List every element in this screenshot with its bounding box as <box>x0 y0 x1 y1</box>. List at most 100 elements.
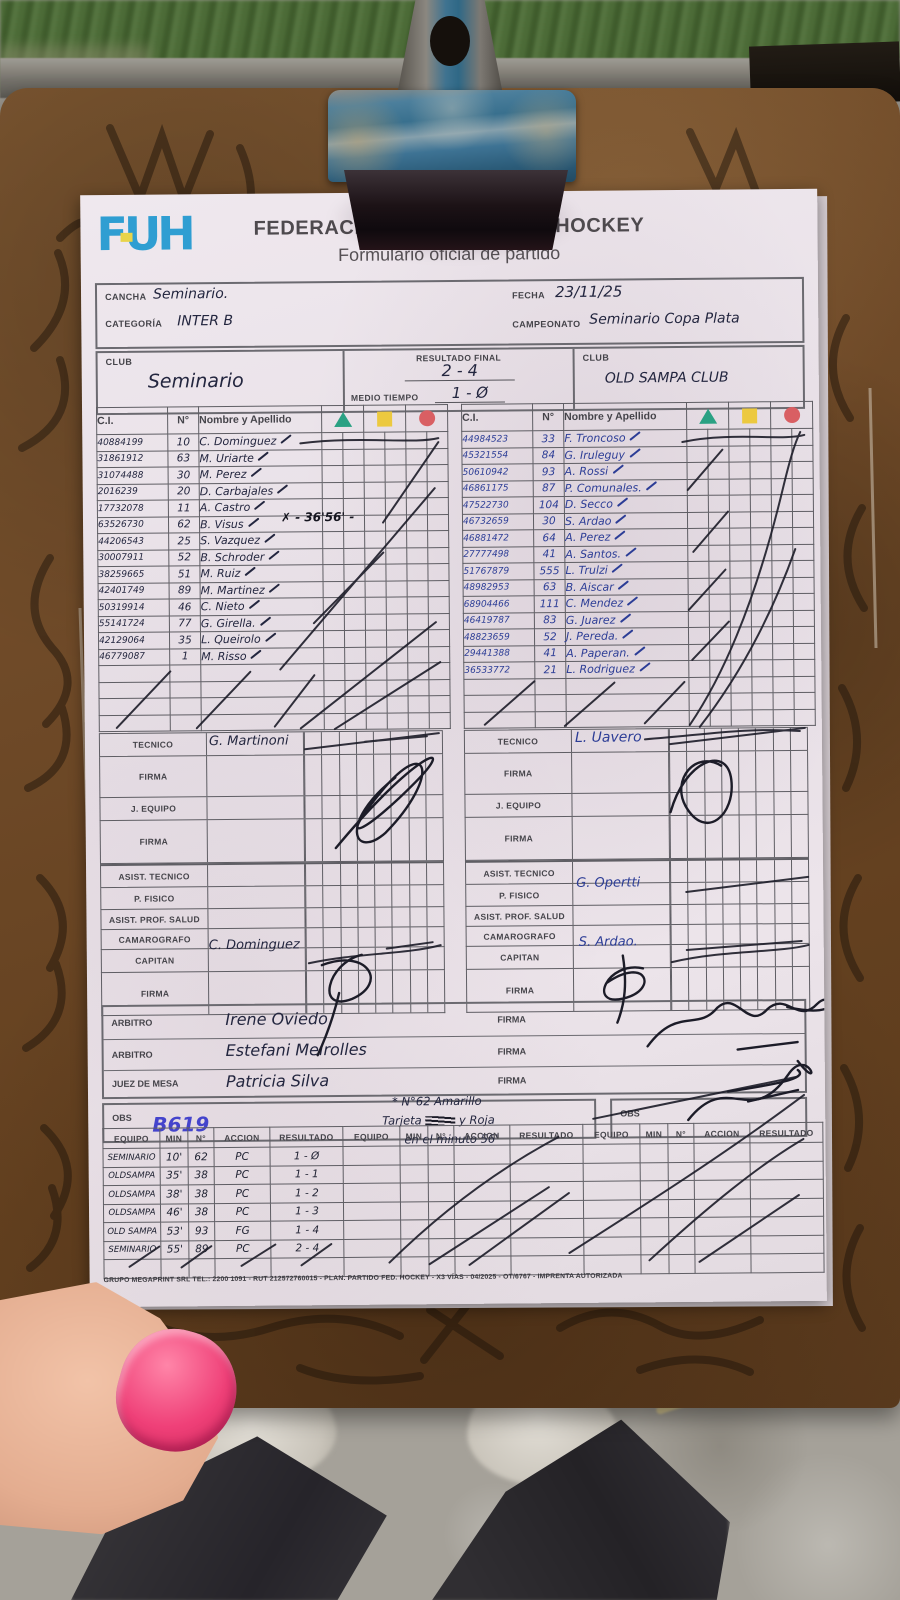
card-cell <box>793 609 815 627</box>
result-cell: RESULTADO FINAL 2 - 4 MEDIO TIEMPO 1 - Ø <box>342 348 576 411</box>
staff-grid-cell <box>425 795 443 818</box>
card-cell <box>365 646 387 664</box>
player-number: 77 <box>169 615 201 632</box>
staff-grid-cell <box>755 751 773 792</box>
card-cell <box>406 514 428 531</box>
staff-grid <box>304 754 443 796</box>
goals-header: EQUIPO <box>582 1123 640 1145</box>
goal-cell <box>428 1219 455 1239</box>
goal-cell <box>509 1144 584 1164</box>
staff-grid-cell <box>720 751 739 792</box>
player-number: 104 <box>533 496 565 514</box>
card-cell <box>751 577 773 594</box>
card-cell <box>343 531 365 548</box>
card-cell <box>345 712 367 730</box>
goal-cell: 1 - Ø <box>269 1146 344 1166</box>
goal-cell: 55' <box>160 1240 189 1260</box>
card-cell <box>385 464 407 482</box>
played-tick <box>611 563 624 574</box>
goal-cell <box>428 1201 455 1220</box>
played-tick <box>264 632 276 643</box>
played-tick <box>627 596 639 607</box>
card-cell <box>772 626 794 644</box>
staff-grid-cell <box>408 907 427 927</box>
card-cell <box>428 596 450 614</box>
player-number: 63 <box>534 579 566 596</box>
card-cell <box>384 431 406 449</box>
card-cell <box>772 593 794 611</box>
player-name: D. Carbajales <box>199 482 323 500</box>
player-number: 25 <box>168 532 200 550</box>
card-cell <box>687 478 709 496</box>
match-form-paper: FUH FEDERACIÓN URUGUAYA DE HOCKEY Formul… <box>80 188 827 1308</box>
player-name: M. Risso <box>200 647 324 665</box>
staff-grid-cell <box>774 924 792 944</box>
staff-grid-cell <box>356 818 374 861</box>
staff-label-tecnico: TECNICO <box>99 733 208 757</box>
staff-grid-cell <box>391 947 410 970</box>
staff-grid-cell <box>738 815 757 858</box>
goal-cell <box>583 1217 641 1237</box>
cancha-value: Seminario. <box>152 285 229 303</box>
played-tick <box>268 550 280 560</box>
card-cell <box>750 560 773 578</box>
empty-name <box>201 713 325 731</box>
card-cell <box>344 630 366 647</box>
staff-grid-cell <box>322 907 341 928</box>
card-cell <box>688 660 710 677</box>
goals-header: N° <box>667 1123 694 1144</box>
staff-grid-cell <box>426 907 444 927</box>
staff-grid-cell <box>668 728 687 752</box>
official-row: JUEZ DE MESA Patricia Silva FIRMA <box>104 1065 805 1097</box>
card-cell <box>366 712 388 730</box>
card-cell <box>731 709 753 727</box>
goal-cell: 38 <box>188 1166 215 1185</box>
played-tick <box>616 497 629 508</box>
card-cell <box>709 610 731 628</box>
staff-grid-cell <box>409 927 427 947</box>
goal-cell <box>510 1199 584 1220</box>
staff-grid-cell <box>425 818 443 861</box>
player-name: B. Aiscar <box>565 577 689 596</box>
card-cell <box>792 543 814 561</box>
played-tick <box>614 530 626 541</box>
card-cell <box>427 481 449 498</box>
staff-grid-cell <box>670 924 688 945</box>
card-cell <box>770 445 793 462</box>
goal-cell: PC <box>214 1184 271 1204</box>
player-number: 21 <box>534 661 566 679</box>
card-cell <box>386 596 408 614</box>
tecnico-away-value: L. Uavero <box>574 729 642 746</box>
roster-header-row: C.I. N° Nombre y Apellido <box>96 404 448 435</box>
card-cell <box>428 679 451 696</box>
official-name-handwriting: Patricia Silva <box>225 1071 330 1091</box>
goals-header: N° <box>187 1127 214 1148</box>
goals-header: N° <box>427 1125 454 1146</box>
staff-grid-cell <box>305 908 323 928</box>
card-cell <box>793 593 815 611</box>
staff-label-firma: FIRMA <box>465 816 573 860</box>
staff-grid <box>670 903 809 925</box>
staff-grid <box>305 885 444 908</box>
staff-grid <box>305 863 444 886</box>
card-cell <box>385 514 407 532</box>
card-cell <box>729 560 752 578</box>
goal-cell: FG <box>214 1221 271 1241</box>
card-cell <box>687 528 709 545</box>
staff-grid <box>304 818 443 862</box>
card-cell <box>791 444 814 462</box>
card-cell <box>384 448 407 466</box>
goal-cell <box>694 1216 751 1236</box>
goal-cell <box>668 1217 695 1237</box>
medio-tiempo-label: MEDIO TIEMPO <box>350 392 419 403</box>
goals-header: EQUIPO <box>102 1128 160 1149</box>
pfisico-away-value: G. Opertti <box>576 875 641 891</box>
staff-grid-cell <box>756 860 774 882</box>
card-cell <box>771 527 793 545</box>
card-cell <box>387 695 409 713</box>
staff-grid-cell <box>322 863 340 886</box>
staff-label-firma: FIRMA <box>100 756 208 798</box>
card-cell <box>686 429 708 446</box>
staff-grid-cell <box>705 924 723 944</box>
card-cell <box>323 646 345 664</box>
